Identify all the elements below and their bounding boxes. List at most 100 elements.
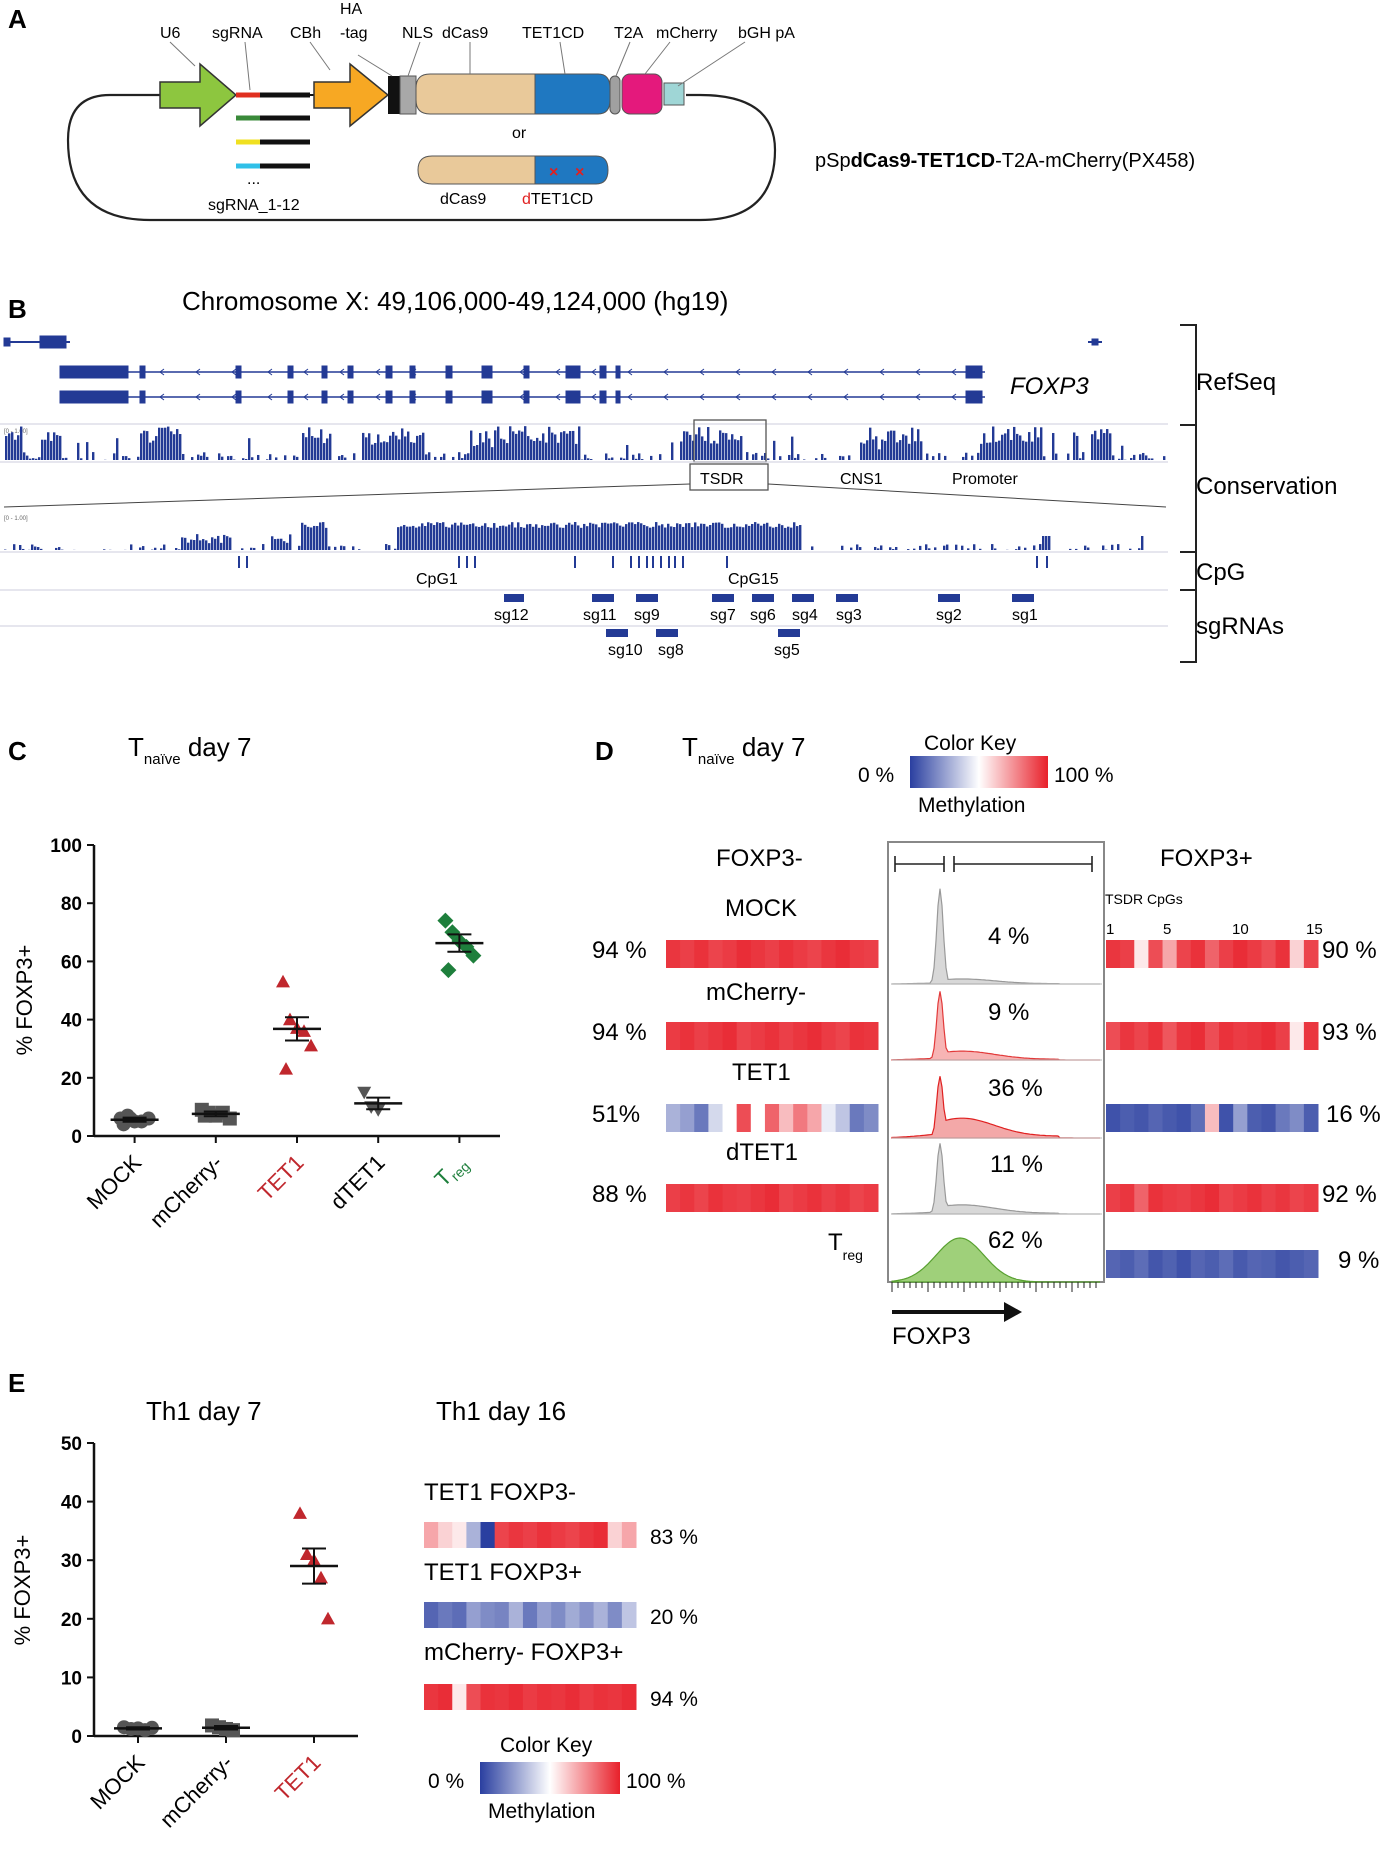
conservation-track — [5, 426, 1166, 460]
conservation-bar — [643, 524, 646, 550]
conservation-bar — [925, 544, 928, 550]
conservation-bar — [566, 433, 569, 460]
panel-e-ylabel: % FOXP3+ — [10, 1535, 35, 1646]
panel-b-letter: B — [8, 294, 27, 324]
heat-cell — [1148, 940, 1164, 968]
conservation-bar — [533, 440, 536, 460]
conservation-bar — [1106, 429, 1109, 460]
conservation-bar — [592, 523, 595, 550]
sgrna-track — [504, 594, 1034, 637]
conservation-bar — [736, 526, 739, 550]
strand-arrow — [267, 368, 273, 376]
heat-cell — [1204, 1250, 1220, 1278]
conservation-bar — [26, 455, 29, 460]
conservation-bar — [646, 526, 649, 550]
strand-arrow — [663, 393, 669, 401]
panel-c-ylabel: % FOXP3+ — [12, 945, 37, 1056]
conservation-bar — [638, 453, 641, 460]
heat-cell — [680, 940, 695, 968]
conservation-bar — [197, 454, 200, 460]
heat-cell — [1120, 1104, 1135, 1132]
conservation-bar — [598, 527, 601, 550]
conservation-bar — [704, 440, 707, 460]
heat-cell — [821, 1104, 837, 1132]
conservation-bar — [65, 457, 68, 460]
conservation-bar — [229, 537, 232, 550]
conservation-bar — [55, 547, 58, 550]
heat-cell — [537, 1684, 552, 1710]
conservation-bar — [884, 440, 887, 460]
conservation-bar — [403, 524, 406, 550]
conservation-bar — [725, 433, 728, 460]
strand-arrow — [555, 393, 561, 401]
right-pct-mock: 90 % — [1322, 937, 1377, 964]
heat-cell — [779, 940, 794, 968]
panel-c: C Tnaïve day 7 % FOXP3+ 0 20 40 60 80 100 MOC… — [8, 732, 500, 1232]
heat-cell — [1289, 1184, 1305, 1212]
conservation-bar — [443, 453, 446, 460]
conservation-bar — [911, 427, 914, 460]
conservation-bar — [86, 442, 89, 460]
heat-cell — [1261, 1184, 1277, 1212]
heat-cell — [1233, 1022, 1248, 1050]
conservation-bar — [178, 549, 181, 550]
sgrna-bar — [606, 629, 628, 637]
conservation-bar — [298, 545, 301, 550]
conservation-bar — [220, 542, 223, 550]
sgrna-bar — [656, 629, 678, 637]
exon — [117, 390, 125, 404]
conservation-bar — [520, 527, 523, 550]
exon — [481, 365, 493, 379]
exon — [59, 365, 129, 379]
conservation-bar — [539, 440, 542, 460]
conservation-bar — [737, 440, 740, 460]
heat-cell — [1120, 1184, 1135, 1212]
conservation-bar — [962, 456, 965, 460]
conservation-bar — [305, 437, 308, 460]
conservation-bar — [323, 443, 326, 460]
heat-cell — [821, 940, 837, 968]
conservation-bar — [314, 437, 317, 460]
heat-cell — [579, 1684, 595, 1710]
heat-cell — [1303, 1184, 1319, 1212]
chromosome-title: Chromosome X: 49,106,000-49,124,000 (hg1… — [182, 286, 728, 316]
conservation-bar — [509, 426, 512, 460]
alt-dtet1cd-prefix: d — [522, 191, 531, 208]
heat-cell — [779, 1184, 794, 1212]
conservation-bar — [595, 524, 598, 550]
conservation-bar — [791, 436, 794, 460]
conservation-bar — [761, 455, 764, 460]
heat-cell — [764, 1104, 780, 1132]
heat-cell — [1134, 940, 1149, 968]
cpg-tick-1: 1 — [1106, 921, 1114, 938]
conservation-bar — [712, 522, 715, 550]
sgrna-bar — [836, 594, 858, 602]
conservation-bar — [673, 527, 676, 550]
conservation-bar — [932, 456, 935, 460]
bgh-pa-block — [663, 82, 685, 106]
heat-cell — [807, 940, 822, 968]
region-promoter: Promoter — [952, 471, 1018, 488]
conservation-bar — [103, 549, 106, 550]
or-label: or — [512, 125, 527, 142]
y-tick-label: 10 — [61, 1668, 82, 1689]
conservation-bar — [637, 522, 640, 550]
conservation-bar — [508, 524, 511, 550]
conservation-bar — [193, 540, 196, 550]
strand-arrow — [303, 393, 309, 401]
heat-cell — [1134, 1184, 1149, 1212]
conservation-bar — [658, 525, 661, 550]
panel-c-xlabel-mock: MOCK — [82, 1150, 147, 1215]
conservation-bar — [461, 458, 464, 460]
panel-d: D Tnaïve day 7 Color Key 0 % 100 % Methy… — [592, 732, 1381, 1350]
conservation-bar — [253, 547, 256, 550]
conservation-bar — [503, 439, 506, 460]
cpg-tick — [612, 556, 614, 568]
heat-cell — [1162, 1022, 1178, 1050]
e-color-key-bar — [480, 1762, 620, 1794]
conservation-bar — [526, 524, 529, 550]
cpg-tick-5: 5 — [1163, 921, 1171, 938]
conservation-bar — [688, 523, 691, 550]
conservation-bar — [416, 435, 419, 460]
conservation-bar — [1139, 454, 1142, 460]
